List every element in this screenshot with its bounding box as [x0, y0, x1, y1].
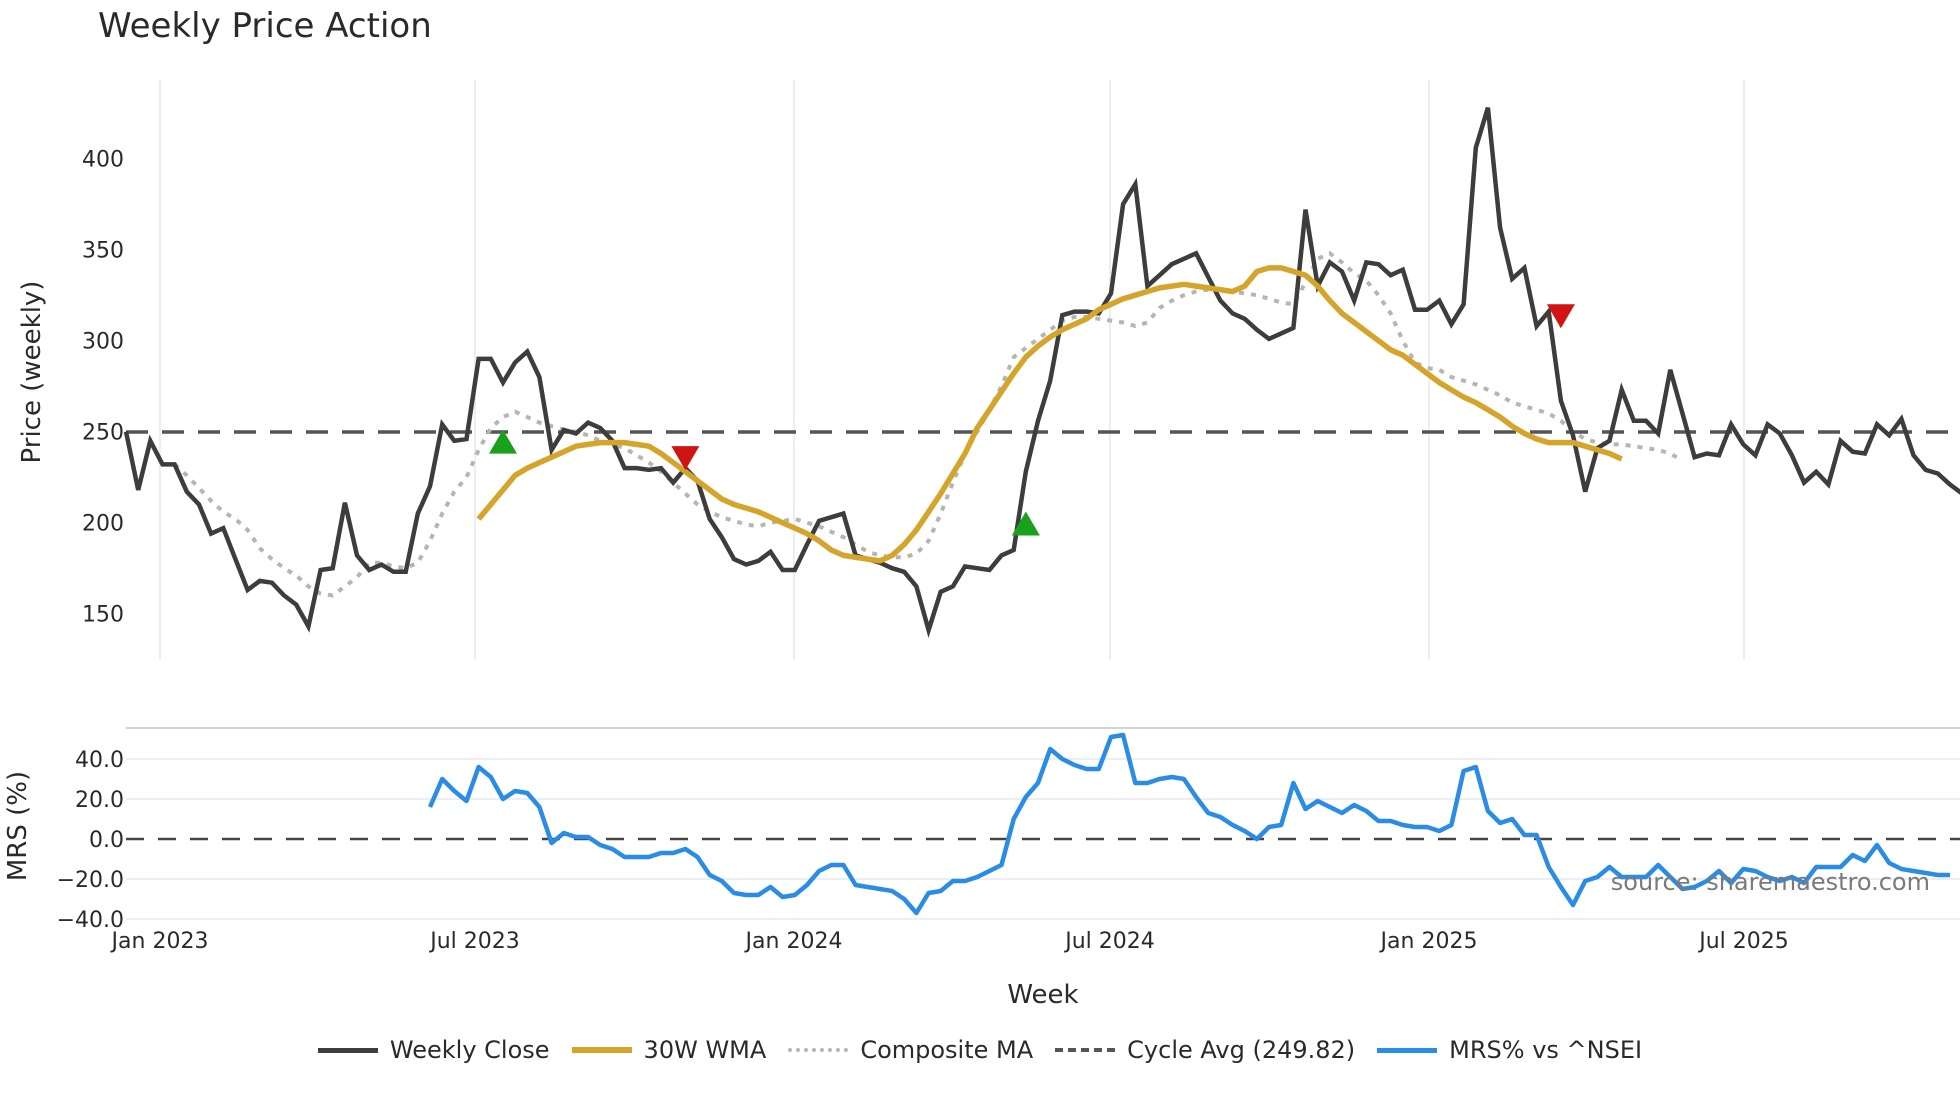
legend-item-cycle-avg[interactable]: Cycle Avg (249.82)	[1055, 1036, 1355, 1064]
price-axis-title: Price (weekly)	[17, 281, 47, 464]
svg-text:40.0: 40.0	[75, 748, 124, 773]
svg-text:−40.0: −40.0	[57, 908, 124, 933]
legend-item-weekly-close[interactable]: Weekly Close	[317, 1036, 550, 1064]
svg-text:150: 150	[82, 603, 124, 628]
legend-line-icon	[571, 1047, 632, 1053]
buy-marker	[1011, 511, 1040, 536]
legend-dotted-line-icon	[788, 1048, 849, 1052]
svg-text:400: 400	[82, 148, 124, 173]
svg-text:Jul 2023: Jul 2023	[428, 929, 520, 954]
series-layer	[123, 107, 1960, 916]
mrs-line	[427, 732, 1950, 916]
buy-marker	[488, 429, 517, 454]
legend-item-30w-wma[interactable]: 30W WMA	[571, 1036, 767, 1064]
composite-ma-line	[173, 250, 1684, 598]
svg-text:Jul 2024: Jul 2024	[1063, 929, 1155, 954]
svg-text:200: 200	[82, 512, 124, 537]
legend-label: MRS% vs ^NSEI	[1449, 1036, 1643, 1064]
x-axis-title: Week	[1007, 980, 1078, 1010]
legend-item-mrs[interactable]: MRS% vs ^NSEI	[1377, 1036, 1642, 1064]
sell-marker	[1546, 304, 1575, 329]
legend-label: Weekly Close	[389, 1036, 550, 1064]
legend-item-composite-ma[interactable]: Composite MA	[788, 1036, 1033, 1064]
axis-ticks: 150 200 250 300 350 400 −40.0 −20.0 0.0 20.0 40.0 J…	[57, 148, 1789, 954]
signal-markers	[488, 304, 1575, 536]
sell-marker	[671, 446, 700, 471]
mrs-axis-title: MRS (%)	[3, 771, 33, 881]
svg-text:250: 250	[82, 421, 124, 446]
svg-text:20.0: 20.0	[75, 788, 124, 813]
watermark: source: sharemaestro.com	[1611, 868, 1930, 896]
svg-text:Jan 2023: Jan 2023	[110, 929, 209, 954]
svg-text:300: 300	[82, 330, 124, 355]
svg-text:Jan 2024: Jan 2024	[744, 929, 843, 954]
svg-text:Jan 2025: Jan 2025	[1379, 929, 1478, 954]
legend-label: Cycle Avg (249.82)	[1127, 1036, 1356, 1064]
legend: Weekly Close 30W WMA Composite MA Cycle …	[0, 1036, 1960, 1064]
legend-label: 30W WMA	[643, 1036, 767, 1064]
legend-line-icon	[317, 1047, 378, 1053]
weekly-close-line	[123, 107, 1960, 638]
svg-text:0.0: 0.0	[89, 828, 124, 853]
chart-title: Weekly Price Action	[98, 6, 432, 46]
svg-text:Jul 2025: Jul 2025	[1697, 929, 1789, 954]
legend-dashed-line-icon	[1055, 1048, 1116, 1052]
legend-label: Composite MA	[860, 1036, 1034, 1064]
svg-text:350: 350	[82, 239, 124, 264]
svg-text:−20.0: −20.0	[57, 868, 124, 893]
wma-line	[476, 265, 1623, 564]
legend-line-icon	[1377, 1047, 1438, 1053]
